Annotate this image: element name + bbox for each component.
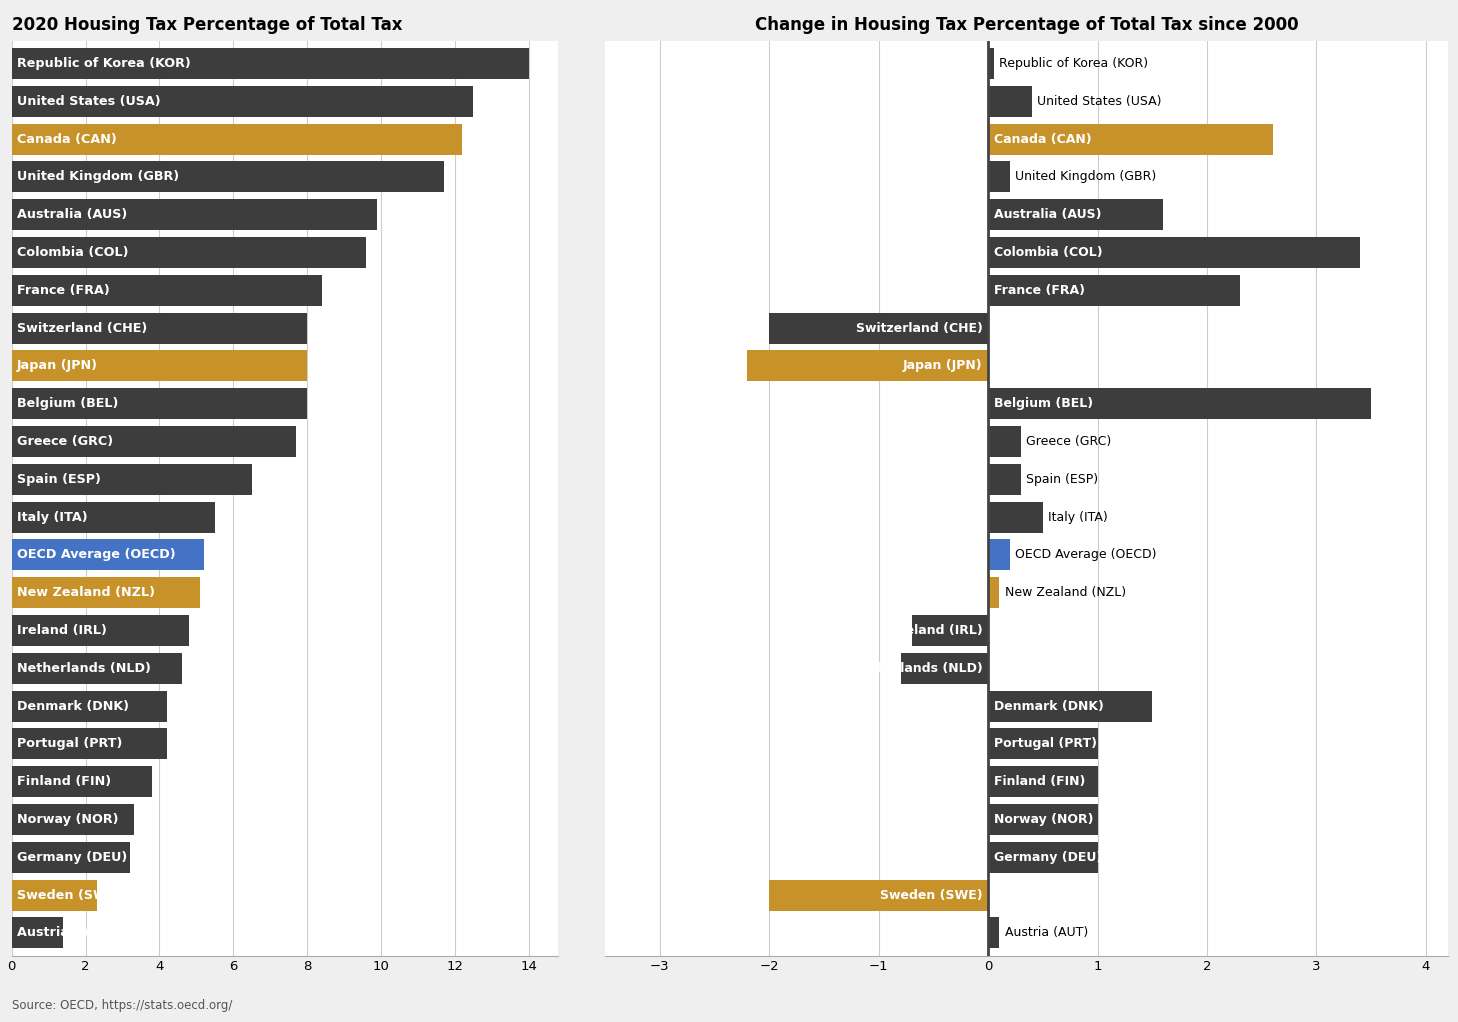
Text: 2020 Housing Tax Percentage of Total Tax: 2020 Housing Tax Percentage of Total Tax bbox=[12, 15, 402, 34]
Bar bbox=[989, 426, 1021, 457]
Bar bbox=[12, 691, 166, 722]
Text: Sweden (SWE): Sweden (SWE) bbox=[881, 888, 983, 901]
Text: United States (USA): United States (USA) bbox=[17, 95, 160, 108]
Bar bbox=[12, 86, 474, 117]
Text: Spain (ESP): Spain (ESP) bbox=[17, 473, 101, 485]
Text: Switzerland (CHE): Switzerland (CHE) bbox=[856, 322, 983, 334]
Bar bbox=[989, 842, 1098, 873]
Bar bbox=[989, 124, 1273, 154]
Text: Canada (CAN): Canada (CAN) bbox=[17, 133, 117, 146]
Bar bbox=[989, 691, 1152, 722]
Text: Ireland (IRL): Ireland (IRL) bbox=[895, 624, 983, 637]
Bar bbox=[12, 275, 322, 306]
Bar bbox=[12, 313, 308, 343]
Text: Sweden (SWE): Sweden (SWE) bbox=[17, 888, 122, 901]
Text: Italy (ITA): Italy (ITA) bbox=[17, 511, 87, 523]
Bar bbox=[12, 804, 134, 835]
Text: Colombia (COL): Colombia (COL) bbox=[993, 246, 1102, 259]
Text: Italy (ITA): Italy (ITA) bbox=[1048, 511, 1108, 523]
Bar bbox=[12, 577, 200, 608]
Text: Ireland (IRL): Ireland (IRL) bbox=[17, 624, 106, 637]
Text: Belgium (BEL): Belgium (BEL) bbox=[17, 398, 118, 410]
Bar bbox=[12, 351, 308, 381]
Title: Change in Housing Tax Percentage of Total Tax since 2000: Change in Housing Tax Percentage of Tota… bbox=[755, 15, 1298, 34]
Text: New Zealand (NZL): New Zealand (NZL) bbox=[1005, 587, 1126, 599]
Bar bbox=[12, 237, 366, 268]
Text: United Kingdom (GBR): United Kingdom (GBR) bbox=[1015, 171, 1156, 184]
Bar bbox=[911, 615, 989, 646]
Text: Australia (AUS): Australia (AUS) bbox=[17, 208, 127, 221]
Bar bbox=[989, 237, 1360, 268]
Text: Germany (DEU): Germany (DEU) bbox=[17, 850, 127, 864]
Text: New Zealand (NZL): New Zealand (NZL) bbox=[17, 587, 155, 599]
Bar bbox=[12, 502, 214, 532]
Bar bbox=[901, 653, 989, 684]
Bar bbox=[12, 729, 166, 759]
Text: Denmark (DNK): Denmark (DNK) bbox=[17, 700, 130, 712]
Text: United Kingdom (GBR): United Kingdom (GBR) bbox=[17, 171, 179, 184]
Text: Canada (CAN): Canada (CAN) bbox=[993, 133, 1091, 146]
Text: Spain (ESP): Spain (ESP) bbox=[1026, 473, 1098, 485]
Bar bbox=[12, 615, 190, 646]
Text: Austria (AUT): Austria (AUT) bbox=[17, 926, 114, 939]
Bar bbox=[989, 464, 1021, 495]
Text: Greece (GRC): Greece (GRC) bbox=[1026, 435, 1111, 448]
Bar bbox=[12, 842, 130, 873]
Bar bbox=[12, 464, 252, 495]
Text: Netherlands (NLD): Netherlands (NLD) bbox=[17, 662, 152, 675]
Text: Switzerland (CHE): Switzerland (CHE) bbox=[17, 322, 147, 334]
Text: Republic of Korea (KOR): Republic of Korea (KOR) bbox=[999, 57, 1149, 71]
Bar bbox=[989, 48, 993, 79]
Bar bbox=[12, 653, 182, 684]
Text: Finland (FIN): Finland (FIN) bbox=[993, 776, 1085, 788]
Bar bbox=[12, 124, 462, 154]
Text: Portugal (PRT): Portugal (PRT) bbox=[17, 738, 122, 750]
Bar bbox=[989, 502, 1042, 532]
Bar bbox=[12, 918, 63, 948]
Text: Austria (AUT): Austria (AUT) bbox=[1005, 926, 1088, 939]
Bar bbox=[12, 199, 378, 230]
Text: Norway (NOR): Norway (NOR) bbox=[17, 812, 118, 826]
Text: Australia (AUS): Australia (AUS) bbox=[993, 208, 1101, 221]
Bar bbox=[12, 48, 529, 79]
Bar bbox=[989, 86, 1032, 117]
Bar bbox=[989, 729, 1098, 759]
Bar bbox=[989, 804, 1098, 835]
Bar bbox=[989, 388, 1371, 419]
Text: Denmark (DNK): Denmark (DNK) bbox=[993, 700, 1104, 712]
Bar bbox=[989, 161, 1010, 192]
Bar bbox=[989, 918, 999, 948]
Bar bbox=[989, 540, 1010, 570]
Text: OECD Average (OECD): OECD Average (OECD) bbox=[17, 549, 176, 561]
Text: United States (USA): United States (USA) bbox=[1038, 95, 1162, 108]
Text: OECD Average (OECD): OECD Average (OECD) bbox=[1015, 549, 1158, 561]
Text: France (FRA): France (FRA) bbox=[993, 284, 1085, 296]
Bar bbox=[12, 426, 296, 457]
Bar bbox=[770, 313, 989, 343]
Text: Japan (JPN): Japan (JPN) bbox=[903, 360, 983, 372]
Bar bbox=[748, 351, 989, 381]
Bar bbox=[770, 880, 989, 911]
Bar bbox=[989, 577, 999, 608]
Text: Colombia (COL): Colombia (COL) bbox=[17, 246, 128, 259]
Bar bbox=[12, 880, 96, 911]
Text: Norway (NOR): Norway (NOR) bbox=[993, 812, 1094, 826]
Bar bbox=[989, 199, 1163, 230]
Bar bbox=[12, 766, 152, 797]
Text: France (FRA): France (FRA) bbox=[17, 284, 109, 296]
Text: Finland (FIN): Finland (FIN) bbox=[17, 776, 111, 788]
Bar bbox=[12, 540, 204, 570]
Bar bbox=[989, 275, 1239, 306]
Text: Source: OECD, https://stats.oecd.org/: Source: OECD, https://stats.oecd.org/ bbox=[12, 998, 232, 1012]
Text: Greece (GRC): Greece (GRC) bbox=[17, 435, 114, 448]
Text: Republic of Korea (KOR): Republic of Korea (KOR) bbox=[17, 57, 191, 71]
Text: Germany (DEU): Germany (DEU) bbox=[993, 850, 1102, 864]
Text: Japan (JPN): Japan (JPN) bbox=[17, 360, 98, 372]
Bar bbox=[12, 161, 443, 192]
Text: Netherlands (NLD): Netherlands (NLD) bbox=[851, 662, 983, 675]
Text: Belgium (BEL): Belgium (BEL) bbox=[993, 398, 1092, 410]
Bar bbox=[989, 766, 1098, 797]
Text: Portugal (PRT): Portugal (PRT) bbox=[993, 738, 1096, 750]
Bar bbox=[12, 388, 308, 419]
